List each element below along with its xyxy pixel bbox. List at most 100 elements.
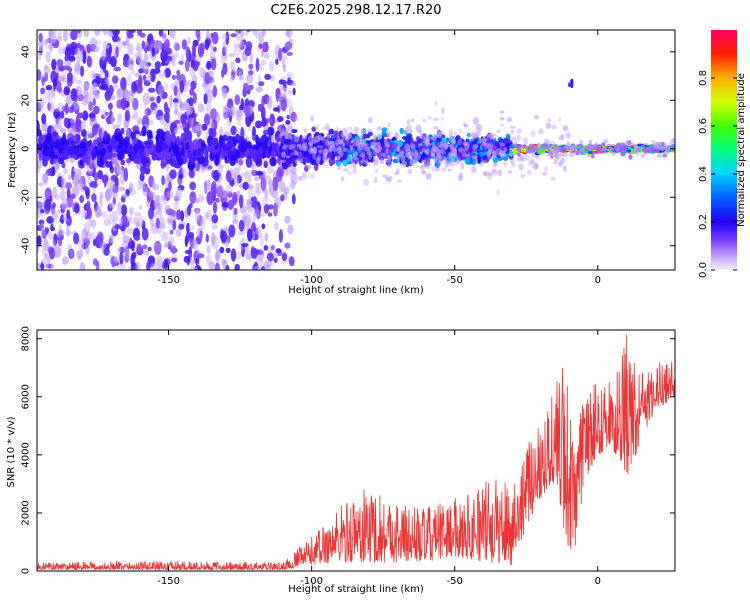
spectrogram-blob	[587, 154, 594, 158]
spectrogram-blob	[660, 141, 665, 147]
spectrogram-blob	[88, 112, 96, 119]
spectrogram-blob	[471, 166, 477, 174]
spectrogram-blob	[168, 181, 172, 192]
spectrogram-blob	[112, 75, 119, 84]
spectrogram-blob	[146, 72, 152, 83]
spectrogram-blob	[309, 173, 316, 179]
spectrogram-blob	[203, 113, 211, 126]
spectrogram-blob	[263, 260, 269, 270]
spectrogram-blob	[204, 39, 210, 51]
spectrogram-blob	[70, 193, 76, 200]
spectrogram-blob	[391, 142, 399, 149]
spectrogram-blob	[271, 141, 276, 153]
spectrogram-blob	[239, 194, 244, 209]
spectrogram-blob	[127, 57, 135, 71]
colorbar: 0.0 0.2 0.4 0.6 0.8 Normalized spectral ampl…	[698, 30, 747, 278]
spectrogram-x-tick-label: -100	[300, 275, 323, 286]
spectrogram-blob	[38, 97, 45, 110]
spectrogram-blob	[51, 58, 57, 71]
spectrogram-blob	[148, 191, 156, 198]
spectrogram-blob	[210, 58, 217, 71]
spectrogram-blob	[79, 262, 86, 270]
spectrogram-blob	[43, 66, 51, 74]
spectrogram-blob	[187, 204, 192, 216]
spectrogram-blob	[74, 61, 81, 73]
snr-y-tick-label: 8000	[21, 326, 32, 351]
spectrogram-blob	[558, 160, 563, 167]
spectrogram-blob	[174, 192, 181, 205]
spectrogram-blob	[496, 129, 501, 133]
spectrogram-blob	[147, 246, 152, 252]
spectrogram-blob	[92, 139, 100, 145]
spectrogram-blob	[76, 148, 83, 156]
spectrogram-blob	[103, 247, 110, 256]
spectrogram-blob	[214, 153, 219, 166]
spectrogram-blob	[544, 166, 549, 172]
spectrogram-blob	[407, 168, 412, 175]
spectrogram-blob	[656, 153, 662, 159]
spectrogram-blob	[328, 128, 335, 135]
spectrogram-blob	[79, 65, 85, 77]
spectrogram-blob	[37, 143, 43, 151]
spectrogram-blob	[593, 147, 598, 150]
spectrogram-blob	[236, 35, 241, 41]
spectrogram-blob	[389, 175, 393, 182]
spectrogram-blob	[374, 167, 379, 174]
spectrogram-blob	[45, 84, 53, 91]
spectrogram-blob	[235, 57, 241, 64]
spectrogram-blob	[220, 147, 225, 160]
spectrogram-blob	[452, 148, 458, 157]
spectrogram-blob	[241, 243, 249, 247]
spectrogram-blob	[47, 102, 51, 111]
spectrogram-blob	[80, 129, 87, 137]
spectrogram-blob	[127, 33, 134, 39]
spectrogram-blob	[643, 142, 648, 146]
spectrogram-blob	[172, 144, 180, 156]
spectrogram-blob	[331, 147, 337, 151]
spectrogram-blob	[315, 157, 321, 164]
spectrogram-blob	[97, 141, 103, 150]
spectrogram-blob	[340, 132, 346, 138]
spectrogram-blob	[88, 101, 93, 112]
spectrogram-blob	[352, 153, 357, 161]
spectrogram-blob	[337, 166, 341, 170]
spectrogram-blob	[160, 61, 166, 67]
spectrogram-blob	[196, 61, 200, 67]
spectrogram-blob	[303, 156, 310, 163]
spectrogram-blob	[361, 151, 366, 160]
spectrogram-blob	[267, 212, 273, 217]
spectrogram-blob	[291, 157, 297, 163]
spectrogram-blob	[252, 30, 260, 37]
spectrogram-blob	[310, 159, 316, 165]
spectrogram-blob	[111, 43, 116, 57]
spectrogram-blob	[260, 212, 266, 218]
spectrogram-blob	[163, 121, 170, 133]
spectrogram-blob	[461, 151, 467, 158]
spectrogram-blob	[231, 219, 239, 225]
spectrogram-blob	[173, 108, 179, 116]
spectrogram-blob	[118, 216, 123, 228]
spectrogram-blob	[425, 173, 432, 180]
spectrogram-blob	[498, 169, 503, 177]
spectrogram-blob	[273, 107, 280, 112]
spectrogram-blob	[280, 159, 287, 163]
spectrogram-blob	[164, 83, 169, 91]
spectrogram-blob	[436, 156, 442, 160]
spectrogram-blob	[130, 68, 136, 75]
spectrogram-blob	[584, 147, 589, 152]
spectrogram-blob	[41, 75, 45, 86]
spectrogram-blob	[225, 184, 233, 194]
spectrogram-blob	[140, 155, 148, 166]
spectrogram-blob	[291, 129, 298, 134]
spectrogram-blob	[139, 165, 147, 175]
spectrogram-blob	[524, 154, 528, 162]
spectrogram-blob	[260, 134, 268, 145]
spectrogram-blob	[457, 138, 463, 146]
spectrogram-blob	[70, 47, 75, 55]
spectrogram-blob	[148, 87, 156, 93]
spectrogram-blob	[307, 141, 314, 146]
spectrogram-blob	[128, 90, 135, 96]
snr-xlabel: Height of straight line (km)	[288, 584, 424, 595]
spectrogram-blob	[293, 149, 298, 156]
spectrogram-blob	[603, 139, 609, 144]
